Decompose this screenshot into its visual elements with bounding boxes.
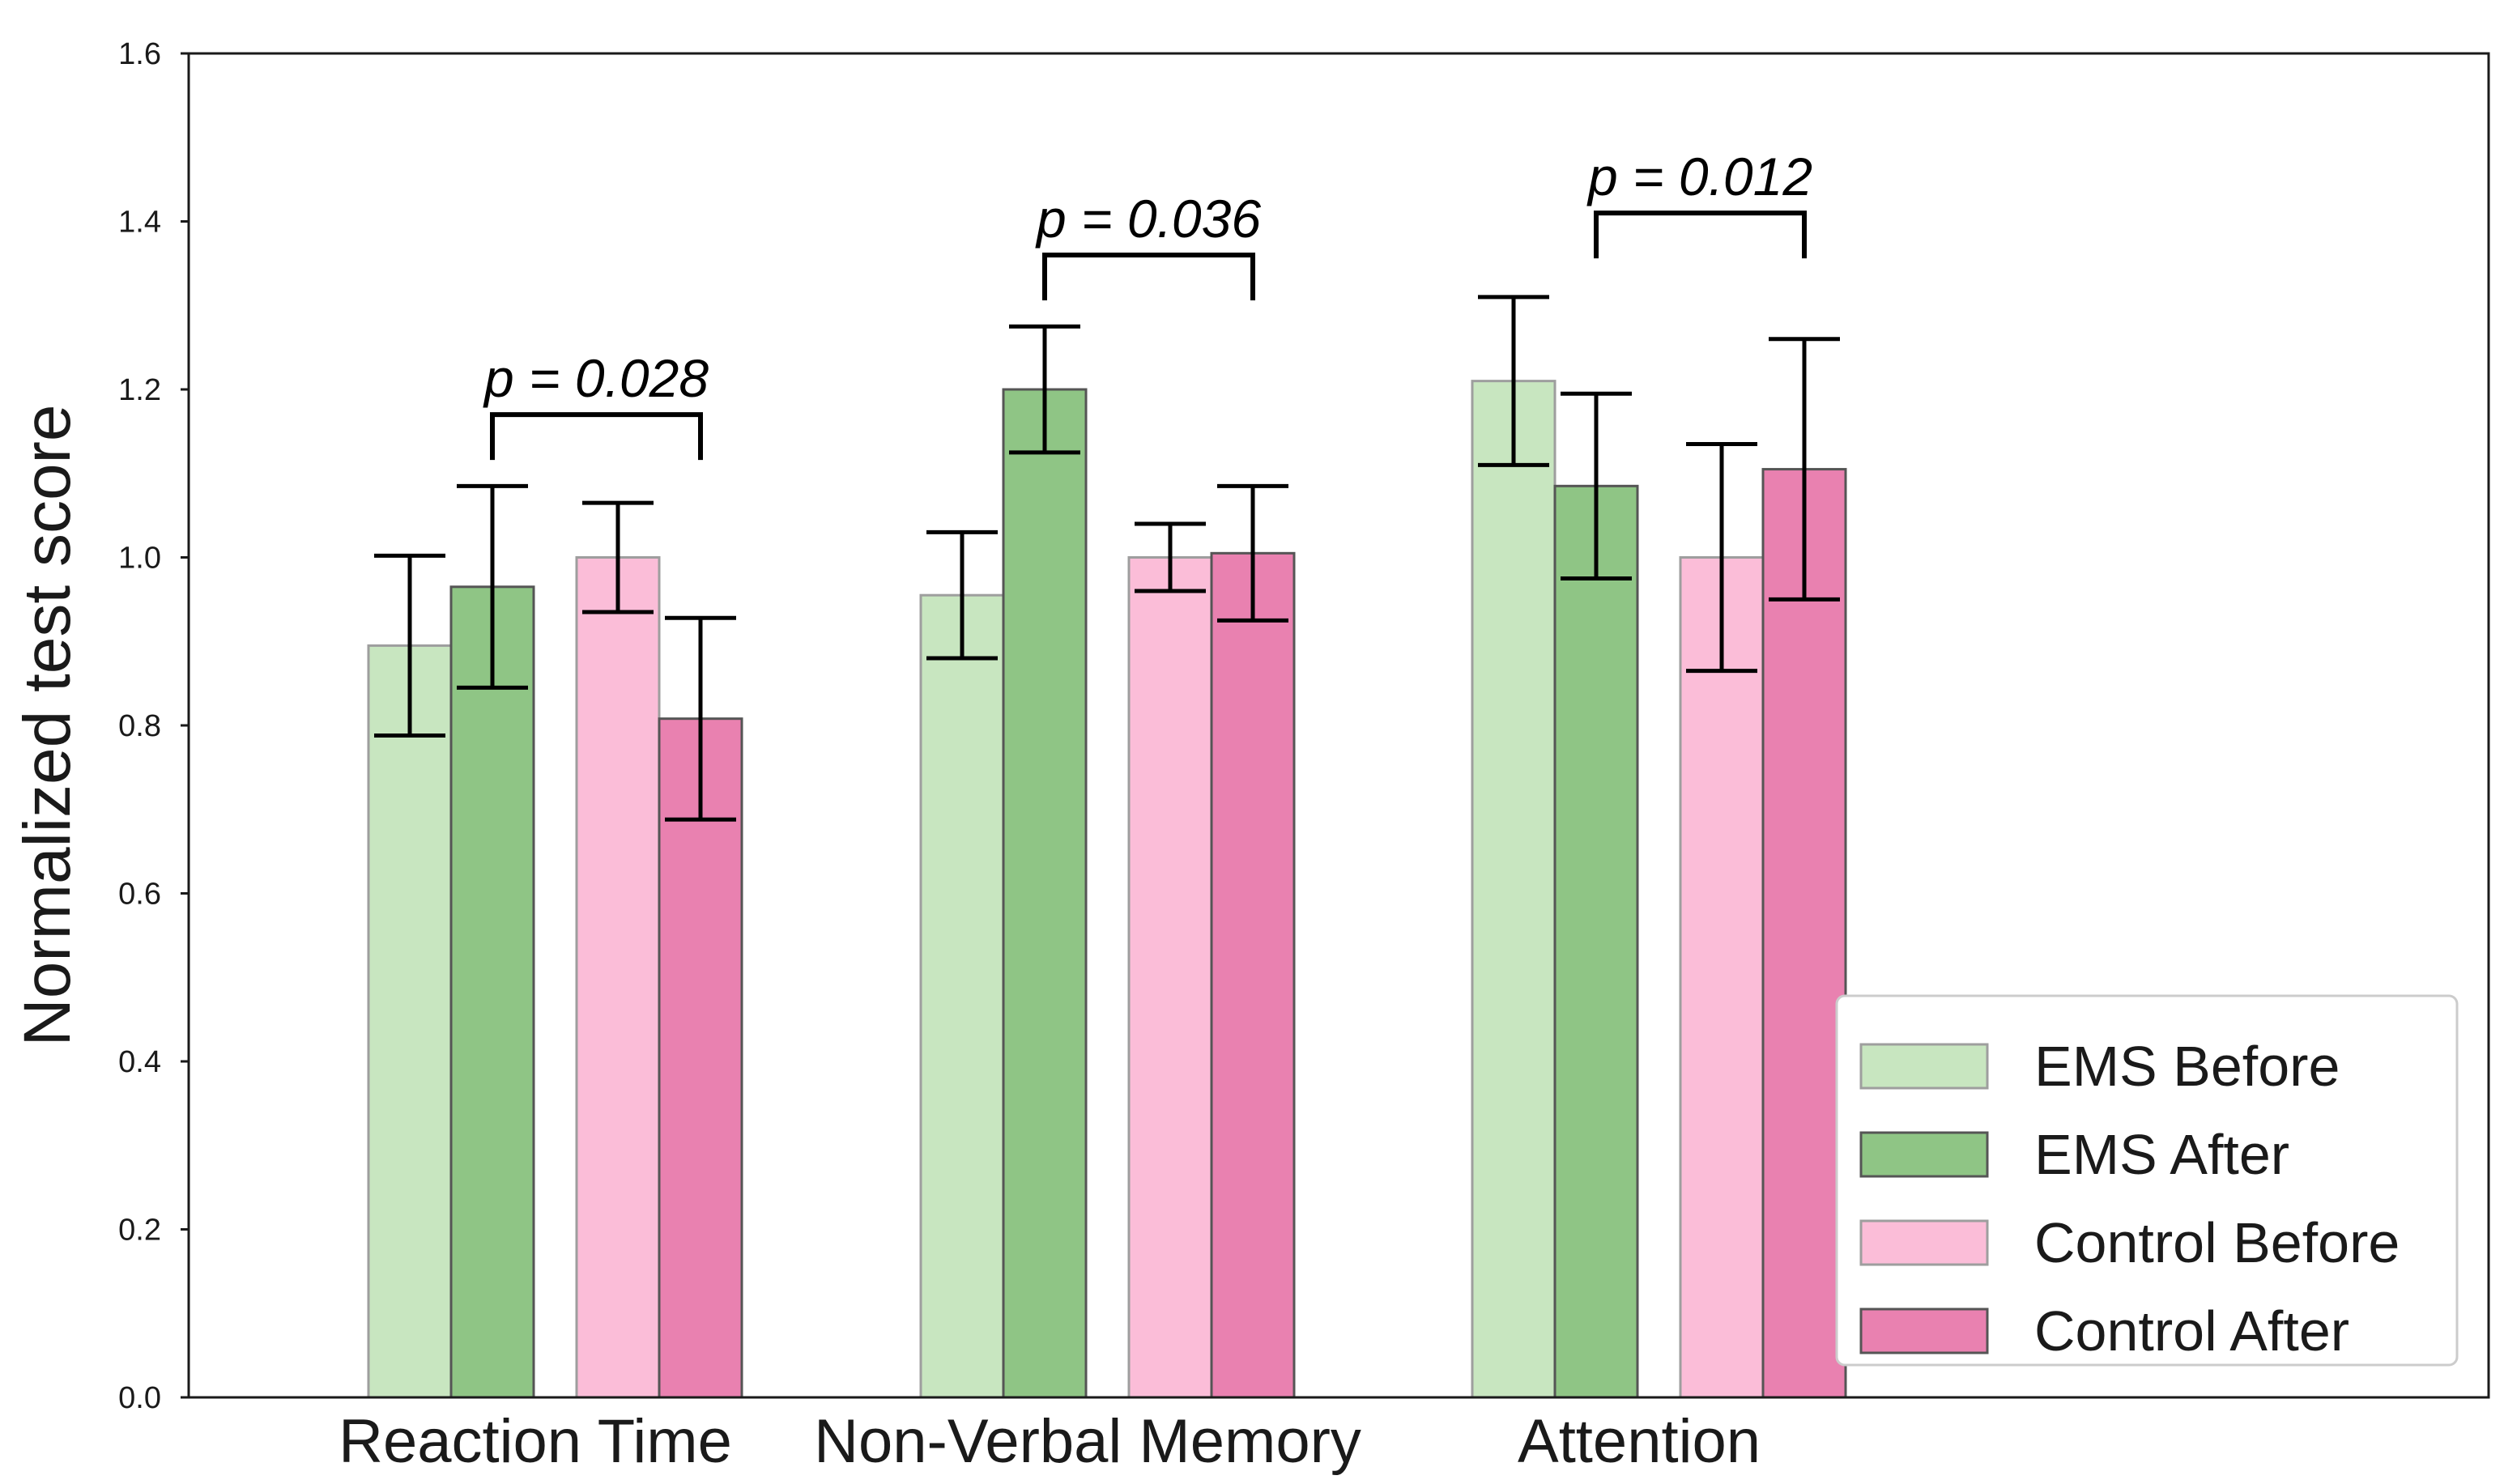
error-bar <box>582 500 654 614</box>
y-tick-label: 1.0 <box>118 542 161 576</box>
legend-label: EMS After <box>2034 1123 2289 1186</box>
legend-item: Control Before <box>1859 1211 2400 1274</box>
bar <box>367 644 453 1399</box>
bar <box>1002 388 1088 1399</box>
y-tick-label: 1.6 <box>118 37 161 71</box>
significance-bracket: p = 0.028 <box>483 348 709 461</box>
p-value-label: p = 0.028 <box>483 348 709 408</box>
legend-item: EMS After <box>1859 1123 2289 1186</box>
error-bar <box>374 553 445 738</box>
error-bar <box>1217 483 1288 623</box>
legend-item: Control After <box>1859 1299 2349 1363</box>
y-tick-label: 0.0 <box>118 1381 161 1415</box>
plot-frame <box>187 52 2490 1399</box>
legend: EMS Before EMS After Control Before Control… <box>1835 994 2459 1367</box>
error-bar <box>1686 441 1757 674</box>
bar <box>658 717 743 1399</box>
significance-bracket: p = 0.012 <box>1586 147 1812 259</box>
x-category-label: Non-Verbal Memory <box>814 1407 1361 1476</box>
y-tick-label: 0.2 <box>118 1214 161 1248</box>
legend-swatch <box>1859 1043 1989 1090</box>
bar <box>919 593 1005 1399</box>
y-tick-label: 1.2 <box>118 373 161 407</box>
legend-swatch <box>1859 1131 1989 1178</box>
bar <box>449 585 535 1399</box>
legend-swatch <box>1859 1308 1989 1354</box>
bracket-line <box>1042 253 1255 300</box>
y-axis: 0.0 0.2 0.4 0.6 0.8 1.0 1.2 1.4 1.6 <box>118 37 189 1415</box>
legend-item: EMS Before <box>1859 1035 2340 1098</box>
error-bar <box>926 529 998 661</box>
bar <box>575 556 661 1399</box>
bar <box>1210 551 1296 1399</box>
p-value-label: p = 0.036 <box>1035 189 1261 249</box>
legend-swatch <box>1859 1219 1989 1266</box>
bar <box>1127 556 1213 1399</box>
bar <box>1471 380 1556 1399</box>
p-value-label: p = 0.012 <box>1586 147 1812 206</box>
y-axis-title: Normalized test score <box>11 405 84 1047</box>
bracket-line <box>490 412 703 461</box>
x-category-label: Reaction Time <box>339 1407 732 1476</box>
error-bar <box>1478 295 1549 467</box>
error-bars-layer <box>374 295 1840 822</box>
significance-annotations: p = 0.028 p = 0.036 p = 0.012 <box>483 147 1812 461</box>
error-bar <box>1009 324 1080 455</box>
y-tick-label: 0.6 <box>118 878 161 912</box>
error-bar <box>1135 521 1206 593</box>
legend-label: Control Before <box>2034 1211 2400 1274</box>
error-bar <box>457 483 528 690</box>
significance-bracket: p = 0.036 <box>1035 189 1261 300</box>
legend-label: Control After <box>2034 1299 2349 1363</box>
bar <box>1761 468 1847 1399</box>
x-axis: Reaction Time Non-Verbal Memory Attention <box>339 1407 1761 1476</box>
error-bar <box>1561 391 1632 580</box>
y-tick-label: 1.4 <box>118 206 161 240</box>
legend-box <box>1835 994 2459 1367</box>
y-tick-label: 0.8 <box>118 709 161 743</box>
legend-label: EMS Before <box>2034 1035 2340 1098</box>
error-bar <box>1769 337 1840 602</box>
bars-layer <box>367 380 1847 1399</box>
error-bar <box>665 615 736 822</box>
y-tick-label: 0.4 <box>118 1045 161 1079</box>
x-category-label: Attention <box>1518 1407 1761 1476</box>
bracket-line <box>1594 210 1807 259</box>
bar <box>1679 556 1765 1399</box>
bar <box>1553 484 1639 1399</box>
